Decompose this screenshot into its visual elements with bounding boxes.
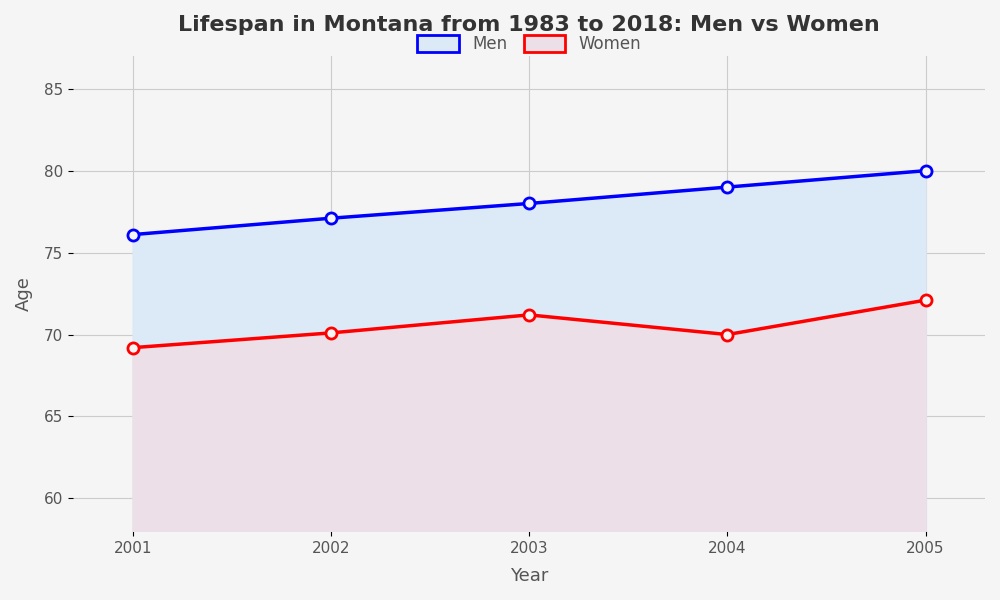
Y-axis label: Age: Age [15, 276, 33, 311]
Legend: Men, Women: Men, Women [409, 26, 650, 61]
X-axis label: Year: Year [510, 567, 548, 585]
Title: Lifespan in Montana from 1983 to 2018: Men vs Women: Lifespan in Montana from 1983 to 2018: M… [178, 15, 880, 35]
